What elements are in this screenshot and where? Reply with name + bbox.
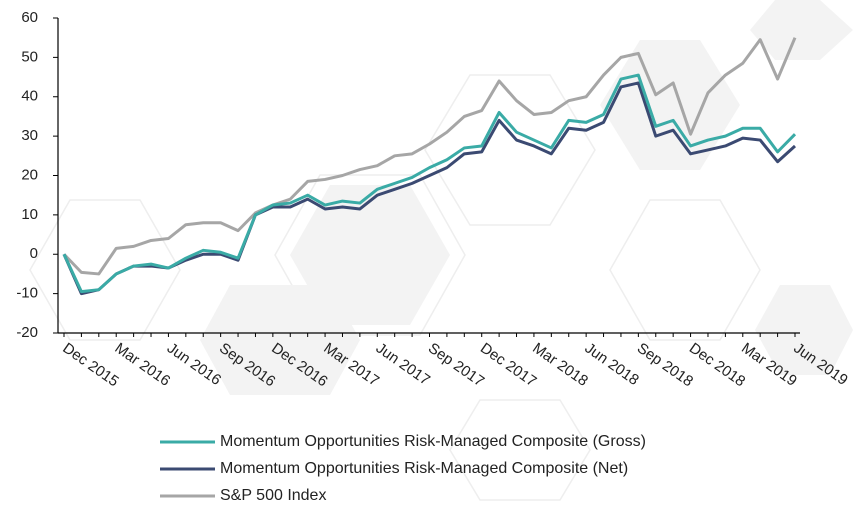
- x-tick-label: Mar 2016: [112, 340, 174, 390]
- y-tick-label: 0: [30, 245, 38, 262]
- x-tick-label: Mar 2018: [529, 340, 591, 390]
- background-hexagons: [30, 0, 853, 500]
- x-tick-label: Dec 2018: [686, 340, 748, 391]
- y-tick-label: 50: [21, 48, 38, 65]
- y-tick-label: 10: [21, 206, 38, 223]
- legend-label: Momentum Opportunities Risk-Managed Comp…: [220, 433, 646, 450]
- y-tick-label: -20: [16, 324, 38, 341]
- x-tick-label: Dec 2017: [477, 340, 539, 391]
- y-tick-label: -10: [16, 285, 38, 302]
- x-tick-label: Sep 2017: [425, 340, 487, 391]
- y-tick-label: 30: [21, 127, 38, 144]
- y-tick-label: 20: [21, 166, 38, 183]
- legend-label: S&P 500 Index: [220, 487, 326, 504]
- y-tick-label: 60: [21, 9, 38, 26]
- x-tick-label: Jun 2017: [373, 340, 433, 389]
- x-tick-label: Jun 2018: [582, 340, 642, 389]
- x-tick-label: Sep 2018: [634, 340, 696, 391]
- legend-label: Momentum Opportunities Risk-Managed Comp…: [220, 460, 628, 477]
- x-tick-label: Dec 2015: [59, 340, 121, 391]
- y-tick-label: 40: [21, 88, 38, 105]
- chart: -20 -10 0 10 20 30 40 50 60 Dec 2015Mar 2016 Jun 2…: [0, 0, 853, 510]
